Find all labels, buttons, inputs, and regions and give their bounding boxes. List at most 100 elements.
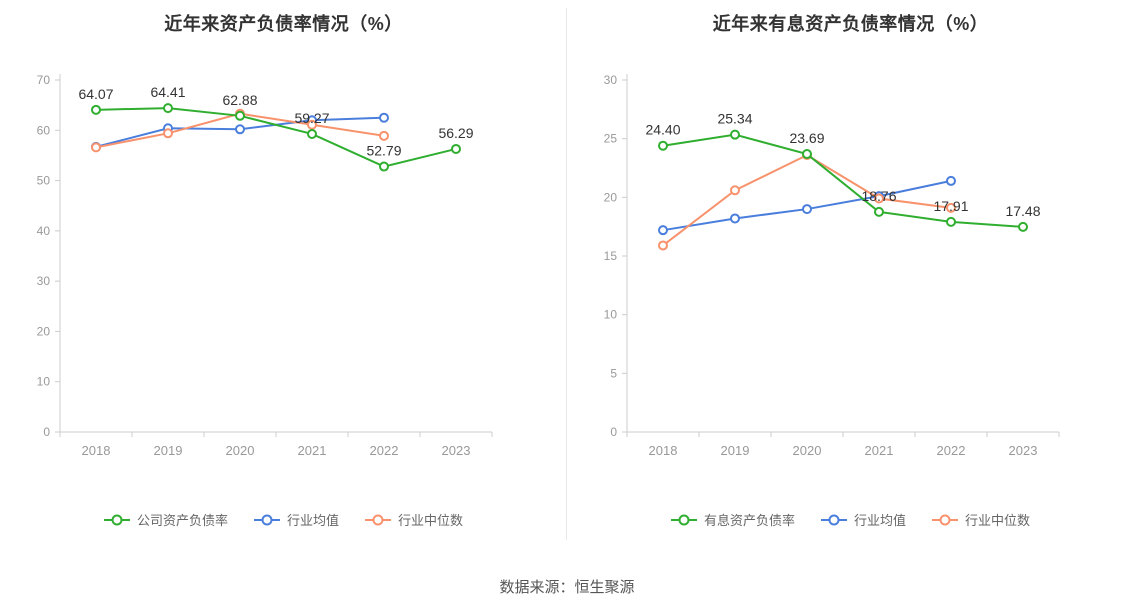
x-tick-label: 2019 [154,443,183,458]
data-point [163,128,173,139]
legend-item[interactable]: 有息资产负债率 [670,510,795,529]
chart-title: 近年来资产负债率情况（%） [164,14,403,34]
value-label: 25.34 [717,111,752,127]
legend-dot-icon [828,514,840,525]
legend-dot-icon [261,514,273,525]
legend-line-marker-icon [670,514,697,525]
data-point [946,216,956,227]
legend-item[interactable]: 行业中位数 [365,510,463,529]
data-source-note: 数据来源：恒生聚源 [499,579,635,596]
x-tick-label: 2020 [226,443,255,458]
data-point [874,193,884,204]
y-tick-label: 40 [37,224,51,238]
x-tick-label: 2019 [721,443,750,458]
legend-dot-icon [939,514,951,525]
legend-dot-icon [372,514,384,525]
x-tick-label: 2022 [937,443,966,458]
line-chart-asset-liability: 0 10 20 30 40 50 60 70 2018 2019 2020 2021 2022 2023 6… [37,73,493,458]
data-point [91,142,101,153]
value-label: 24.40 [645,122,680,138]
value-label: 59.27 [294,110,329,126]
data-point [658,140,668,151]
x-tick-label: 2018 [649,443,678,458]
y-tick-label: 0 [610,425,617,439]
series-line [662,133,1024,228]
legend-line-marker-icon [103,514,130,525]
series-line [95,107,457,168]
x-tick-label: 2023 [442,443,471,458]
y-tick-label: 60 [37,123,51,137]
value-label: 52.79 [366,143,401,159]
y-tick-label: 70 [37,73,51,87]
panel-divider [566,8,567,540]
legend-label: 有息资产负债率 [703,513,795,528]
data-point [235,110,245,121]
legend-line-marker-icon [932,514,958,525]
data-point [379,161,389,172]
y-tick-label: 0 [43,425,50,439]
data-point [730,185,740,196]
data-point [874,206,884,217]
legend-item[interactable]: 行业均值 [820,510,906,529]
value-label: 56.29 [438,125,473,141]
y-tick-label: 50 [37,174,51,188]
x-tick-label: 2023 [1009,443,1038,458]
series-line [662,153,952,247]
chart-panel-asset-liability-ratio: 近年来资产负债率情况（%） 0 10 20 30 40 50 60 70 2018 2019 202… [0,0,567,548]
value-label: 17.48 [1005,203,1040,219]
legend-item[interactable]: 行业均值 [253,510,339,529]
chart-legend: 有息资产负债率 行业均值 行业中位数 [567,510,1134,529]
data-point [802,204,812,215]
data-point [235,124,245,135]
x-tick-label: 2022 [370,443,399,458]
legend-label: 公司资产负债率 [136,513,228,528]
legend-label: 行业中位数 [965,513,1031,528]
line-chart-interest-bearing: 0 5 10 15 20 25 30 2018 2019 2020 2021 2022 2023 24.4… [604,73,1060,458]
legend-label: 行业均值 [286,513,339,528]
x-tick-label: 2021 [298,443,327,458]
data-point [379,112,389,123]
y-tick-label: 25 [604,132,618,146]
value-label: 18.76 [861,188,896,204]
chart-panel-interest-bearing-ratio: 近年来有息资产负债率情况（%） 0 5 10 15 20 25 30 2018 2019 2020… [567,0,1134,548]
chart-title: 近年来有息资产负债率情况（%） [712,14,989,34]
y-tick-label: 10 [604,308,618,322]
data-point [946,202,956,213]
value-label: 23.69 [789,130,824,146]
data-point [451,143,461,154]
data-point [307,128,317,139]
legend-item[interactable]: 行业中位数 [932,510,1030,529]
y-tick-label: 5 [610,366,617,380]
legend-dot-icon [111,514,123,525]
data-point [1018,221,1028,232]
y-tick-label: 30 [604,73,618,87]
legend-item[interactable]: 公司资产负债率 [103,510,228,529]
value-label: 64.07 [78,86,113,102]
legend-dot-icon [678,514,690,525]
y-tick-label: 20 [604,190,618,204]
y-tick-label: 30 [37,274,51,288]
data-point [163,103,173,114]
y-tick-label: 10 [37,375,51,389]
legend-line-marker-icon [365,514,391,525]
value-label: 62.88 [222,92,257,108]
value-label: 17.91 [933,198,968,214]
data-point [658,225,668,236]
chart-legend: 公司资产负债率 行业均值 行业中位数 [0,510,567,529]
x-tick-label: 2018 [82,443,111,458]
y-tick-label: 15 [604,249,618,263]
data-point [802,149,812,160]
data-point [307,119,317,130]
data-point [91,104,101,115]
data-point [730,129,740,140]
x-tick-label: 2021 [865,443,894,458]
y-tick-label: 20 [37,324,51,338]
legend-label: 行业中位数 [398,513,464,528]
data-point [730,213,740,224]
legend-line-marker-icon [820,514,847,525]
data-point [379,130,389,141]
legend-line-marker-icon [253,514,280,525]
data-point [658,240,668,251]
data-point [946,175,956,186]
